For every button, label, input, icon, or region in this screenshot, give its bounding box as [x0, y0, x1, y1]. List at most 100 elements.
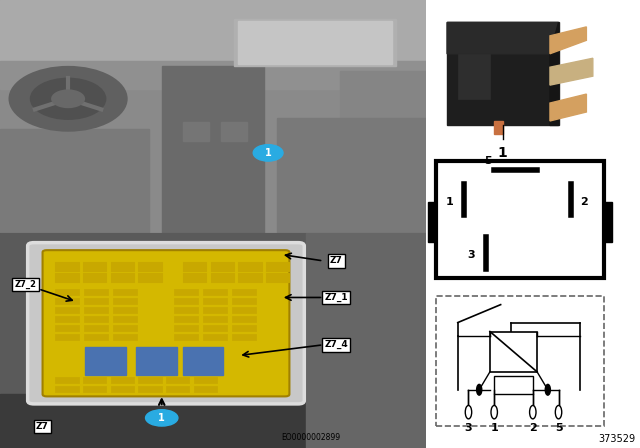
Text: 1: 1 — [265, 148, 271, 158]
Bar — [490, 332, 537, 372]
Bar — [232, 289, 256, 295]
Circle shape — [30, 78, 106, 120]
Bar — [428, 202, 436, 242]
Bar — [494, 376, 533, 394]
Bar — [604, 202, 612, 242]
Bar — [194, 378, 217, 383]
Bar — [238, 21, 392, 64]
Polygon shape — [447, 22, 559, 125]
Bar — [234, 19, 396, 66]
Bar — [183, 347, 223, 375]
Circle shape — [51, 90, 85, 108]
Bar — [221, 122, 247, 141]
Text: 1: 1 — [490, 423, 498, 433]
Bar — [238, 273, 262, 282]
Bar — [83, 378, 106, 383]
Polygon shape — [447, 22, 559, 54]
Text: Z7: Z7 — [330, 256, 342, 265]
Circle shape — [253, 145, 283, 161]
Polygon shape — [494, 121, 503, 134]
Text: Z7_4: Z7_4 — [324, 340, 348, 349]
Text: 1: 1 — [158, 413, 165, 423]
Bar — [436, 161, 604, 278]
Bar — [55, 262, 79, 271]
Text: 2: 2 — [580, 197, 588, 207]
Text: 3: 3 — [465, 423, 472, 433]
Bar — [232, 316, 256, 323]
Bar — [84, 289, 108, 295]
Bar — [204, 325, 227, 332]
Text: Z7_1: Z7_1 — [324, 293, 348, 302]
Bar — [204, 307, 227, 314]
Bar — [113, 325, 137, 332]
Bar — [183, 273, 207, 282]
Bar — [83, 386, 106, 392]
Bar — [211, 262, 234, 271]
Circle shape — [545, 384, 550, 395]
Bar — [175, 316, 198, 323]
Bar — [162, 66, 264, 235]
Polygon shape — [550, 58, 593, 85]
Bar — [55, 298, 79, 304]
Bar — [84, 316, 108, 323]
Text: Z7_2: Z7_2 — [15, 280, 36, 289]
Text: 373529: 373529 — [598, 434, 636, 444]
Text: 1: 1 — [498, 146, 508, 159]
Bar — [194, 386, 217, 392]
Bar — [55, 378, 79, 383]
Text: 3: 3 — [467, 250, 475, 260]
Text: EO0000002899: EO0000002899 — [281, 433, 340, 442]
Text: 1: 1 — [445, 197, 454, 207]
Bar — [183, 262, 207, 271]
Bar — [83, 262, 106, 271]
Bar — [138, 378, 162, 383]
Bar — [0, 394, 426, 448]
Bar — [204, 316, 227, 323]
Bar — [55, 289, 79, 295]
Bar — [111, 262, 134, 271]
Bar — [138, 386, 162, 392]
Bar — [0, 0, 426, 70]
Circle shape — [477, 384, 482, 395]
Bar — [55, 316, 79, 323]
Bar — [175, 298, 198, 304]
Bar — [204, 334, 227, 340]
Bar — [183, 122, 209, 141]
Bar — [113, 298, 137, 304]
Circle shape — [8, 66, 128, 132]
Bar — [138, 262, 162, 271]
Text: 2: 2 — [529, 423, 537, 433]
Bar — [175, 334, 198, 340]
Bar — [85, 347, 125, 375]
Bar — [0, 61, 426, 90]
Bar — [232, 307, 256, 314]
Bar — [211, 273, 234, 282]
Bar — [113, 289, 137, 295]
Bar — [55, 273, 79, 282]
Bar — [175, 325, 198, 332]
Bar — [166, 386, 189, 392]
Bar — [0, 129, 149, 235]
Bar — [55, 325, 79, 332]
Bar — [113, 307, 137, 314]
Bar — [84, 325, 108, 332]
Circle shape — [491, 405, 497, 419]
Bar — [266, 273, 289, 282]
FancyBboxPatch shape — [28, 243, 304, 404]
Bar — [113, 316, 137, 323]
Bar — [55, 307, 79, 314]
Bar — [436, 296, 604, 426]
FancyBboxPatch shape — [42, 250, 289, 396]
Bar — [83, 273, 106, 282]
Bar — [175, 307, 198, 314]
Polygon shape — [550, 94, 586, 121]
Circle shape — [529, 405, 536, 419]
Bar — [204, 289, 227, 295]
Bar — [232, 325, 256, 332]
Text: Z7: Z7 — [36, 422, 49, 431]
Bar — [111, 273, 134, 282]
Bar — [84, 334, 108, 340]
Bar — [266, 262, 289, 271]
Polygon shape — [550, 27, 586, 54]
Bar — [232, 334, 256, 340]
